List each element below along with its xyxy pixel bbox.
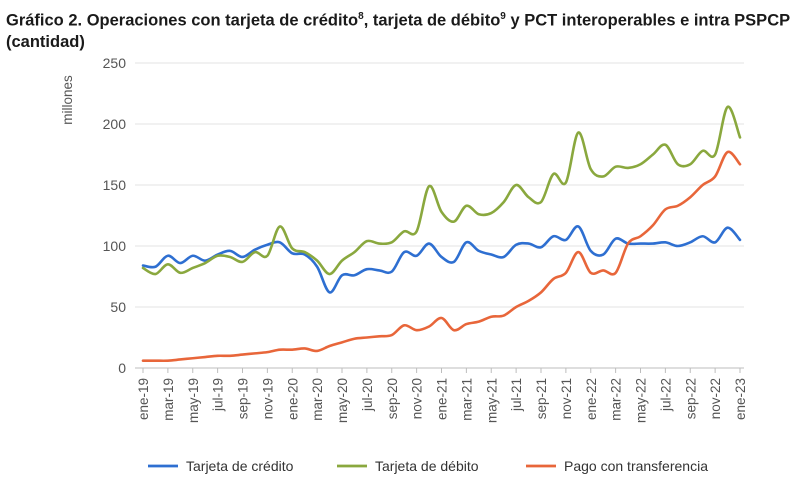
title-part-2: , tarjeta de débito bbox=[363, 11, 501, 30]
x-tick-label: may-22 bbox=[634, 378, 649, 423]
x-tick-label: sep-22 bbox=[683, 378, 698, 419]
y-tick-label: 250 bbox=[103, 55, 127, 71]
y-tick-label: 50 bbox=[110, 299, 126, 315]
x-tick-label: ene-21 bbox=[435, 378, 450, 420]
x-tick-label: nov-21 bbox=[559, 378, 574, 419]
x-tick-label: ene-20 bbox=[285, 378, 300, 420]
chart-title: Gráfico 2. Operaciones con tarjeta de cr… bbox=[6, 6, 794, 53]
x-tick-label: ene-19 bbox=[136, 378, 151, 420]
x-tick-label: may-21 bbox=[484, 378, 499, 423]
x-tick-label: sep-20 bbox=[385, 378, 400, 419]
title-part-1: Gráfico 2. Operaciones con tarjeta de cr… bbox=[6, 11, 359, 30]
x-tick-label: may-20 bbox=[335, 378, 350, 423]
series-lines bbox=[141, 105, 742, 363]
x-tick-label: sep-21 bbox=[534, 378, 549, 419]
x-tick-label: mar-21 bbox=[459, 378, 474, 421]
x-axis-ticks: ene-19 mar-19 may-19 jul-19 sep-19 nov-19 ene-… bbox=[136, 368, 748, 423]
x-tick-label: ene-23 bbox=[733, 378, 748, 420]
x-tick-label: jul-22 bbox=[658, 378, 673, 412]
x-tick-label: mar-22 bbox=[609, 378, 624, 421]
x-tick-label: may-19 bbox=[186, 378, 201, 423]
title-part-3: y PCT interoperables e intra PSPCP (cant… bbox=[6, 11, 790, 51]
x-tick-label: nov-22 bbox=[708, 378, 723, 419]
x-tick-label: mar-20 bbox=[310, 378, 325, 421]
y-axis-label: millones bbox=[60, 75, 75, 125]
legend-label: Tarjeta de crédito bbox=[186, 458, 294, 474]
gridlines bbox=[135, 62, 744, 308]
y-tick-label: 150 bbox=[103, 177, 127, 193]
x-tick-label: jul-21 bbox=[509, 378, 524, 412]
x-tick-label: mar-19 bbox=[161, 378, 176, 421]
series-line-1 bbox=[141, 225, 742, 294]
footnote-8: 8 bbox=[358, 11, 364, 22]
legend: Tarjeta de crédito Tarjeta de débito Pago … bbox=[148, 458, 708, 474]
x-tick-label: sep-19 bbox=[236, 378, 251, 419]
y-axis-ticks: 0 50 100 150 200 250 bbox=[103, 55, 127, 376]
legend-label: Tarjeta de débito bbox=[375, 458, 479, 474]
footnote-9: 9 bbox=[500, 11, 506, 22]
x-tick-label: jul-19 bbox=[211, 378, 226, 412]
x-tick-label: jul-20 bbox=[360, 378, 375, 412]
x-tick-label: nov-20 bbox=[410, 378, 425, 419]
y-tick-label: 100 bbox=[103, 238, 127, 254]
x-tick-label: ene-22 bbox=[584, 378, 599, 420]
series-line-2 bbox=[141, 105, 742, 276]
x-tick-label: nov-19 bbox=[260, 378, 275, 419]
y-tick-label: 0 bbox=[118, 360, 126, 376]
legend-label: Pago con transferencia bbox=[564, 458, 708, 474]
y-tick-label: 200 bbox=[103, 116, 127, 132]
series-line-3 bbox=[141, 150, 742, 363]
